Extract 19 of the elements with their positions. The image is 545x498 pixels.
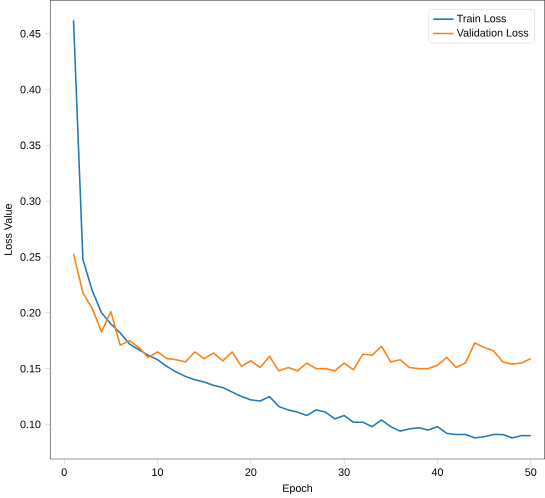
legend-label: Train Loss <box>456 14 506 22</box>
x-tick-label: 30 <box>338 468 350 476</box>
y-tick-label: 0.35 <box>20 142 40 150</box>
line-series <box>72 252 532 372</box>
y-tick-label: 0.30 <box>20 197 40 205</box>
y-tick-label: 0.45 <box>20 30 40 38</box>
y-tick-label: 0.20 <box>20 308 40 317</box>
y-tick-label: 0.40 <box>20 86 40 94</box>
x-axis-title: Epoch <box>283 484 312 494</box>
x-tick-label: 20 <box>245 468 256 476</box>
x-tick-label: 50 <box>525 468 536 476</box>
x-tick-label: 0 <box>62 468 67 476</box>
legend-label: Validation Loss <box>456 28 528 37</box>
y-tick-label: 0.25 <box>20 253 40 261</box>
y-tick-label: 0.15 <box>20 364 40 372</box>
y-tick-label: 0.10 <box>20 420 40 428</box>
x-tick-label: 10 <box>152 468 164 476</box>
x-tick-label: 40 <box>432 468 444 476</box>
y-axis-title: Loss Value <box>4 204 12 255</box>
